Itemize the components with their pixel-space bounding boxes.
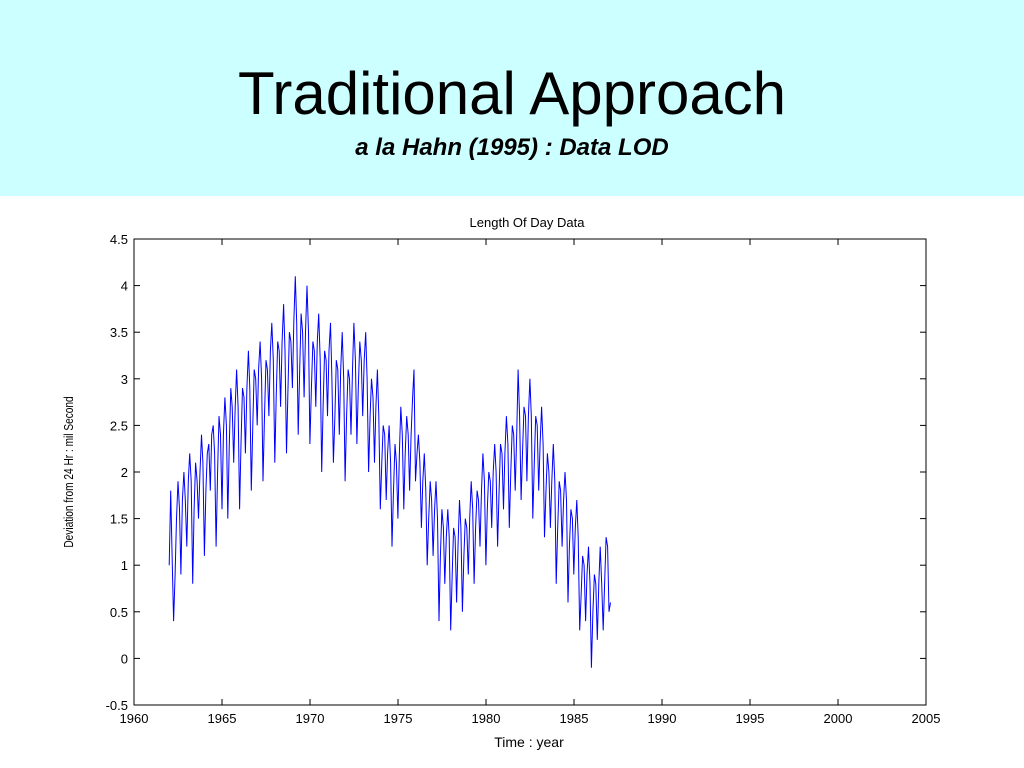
series-line-lod xyxy=(168,276,611,668)
y-tick-label: 4 xyxy=(121,279,128,294)
y-tick-label: 2 xyxy=(121,465,128,480)
x-tick-label: 1965 xyxy=(208,711,237,726)
y-tick-label: 1.5 xyxy=(110,512,128,527)
x-axis-label: Time : year xyxy=(494,734,564,750)
y-tick-label: 1 xyxy=(121,558,128,573)
y-tick-label: 0 xyxy=(121,651,128,666)
x-tick-label: 1990 xyxy=(648,711,677,726)
plot-frame xyxy=(133,238,927,706)
y-tick-label: -0.5 xyxy=(106,698,128,713)
slide-title: Traditional Approach xyxy=(237,60,787,127)
chart-title: Length Of Day Data xyxy=(470,215,586,230)
y-tick-label: 2.5 xyxy=(110,418,128,433)
slide-subtitle: a la Hahn (1995) : Data LOD xyxy=(355,134,669,161)
x-tick-label: 1995 xyxy=(736,711,765,726)
y-tick-label: 3 xyxy=(121,372,128,387)
y-tick-label: 3.5 xyxy=(110,325,128,340)
y-tick-label: 4.5 xyxy=(110,232,128,247)
title-band xyxy=(0,0,1024,196)
x-tick-label: 1970 xyxy=(296,711,325,726)
y-axis-ticks: -0.5 0 0.5 1 1.5 2 2.5 3 3.5 4 4.5 xyxy=(106,232,926,713)
y-axis-label: Deviation from 24 Hr : mil Second xyxy=(62,396,76,547)
lod-chart: Length Of Day Data -0.5 0 0.5 1 1.5 2 2.5 3 3.5 4… xyxy=(62,215,941,750)
x-tick-label: 1975 xyxy=(384,711,413,726)
x-tick-label: 2005 xyxy=(912,711,941,726)
y-tick-label: 0.5 xyxy=(110,605,128,620)
x-tick-label: 2000 xyxy=(824,711,853,726)
x-tick-label: 1980 xyxy=(472,711,501,726)
x-tick-label: 1960 xyxy=(120,711,149,726)
x-tick-label: 1985 xyxy=(560,711,589,726)
x-axis-ticks: 1960 1965 1970 1975 1980 1985 1990 1995 2000 2005 xyxy=(120,239,941,726)
